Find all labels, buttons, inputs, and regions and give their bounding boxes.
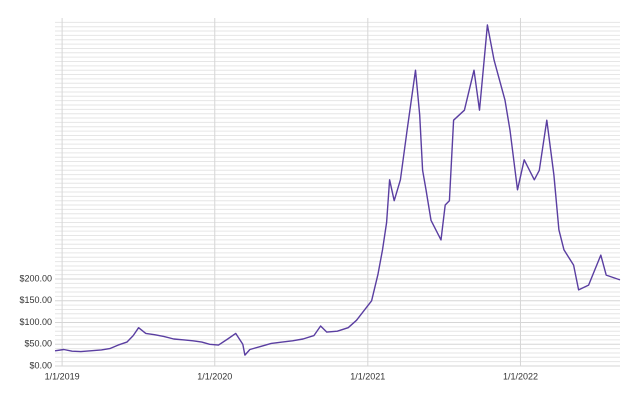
y-tick-label: $200.00	[19, 273, 52, 283]
y-tick-label: $150.00	[19, 295, 52, 305]
price-line	[54, 24, 621, 356]
y-tick-label: $100.00	[19, 317, 52, 327]
x-tick-label: 1/1/2021	[350, 371, 385, 381]
x-tick-label: 1/1/2020	[197, 371, 232, 381]
x-tick-label: 1/1/2022	[503, 371, 538, 381]
y-tick-label: $50.00	[24, 339, 52, 349]
x-tick-label: 1/1/2019	[45, 371, 80, 381]
y-tick-label: $0.00	[29, 360, 52, 370]
